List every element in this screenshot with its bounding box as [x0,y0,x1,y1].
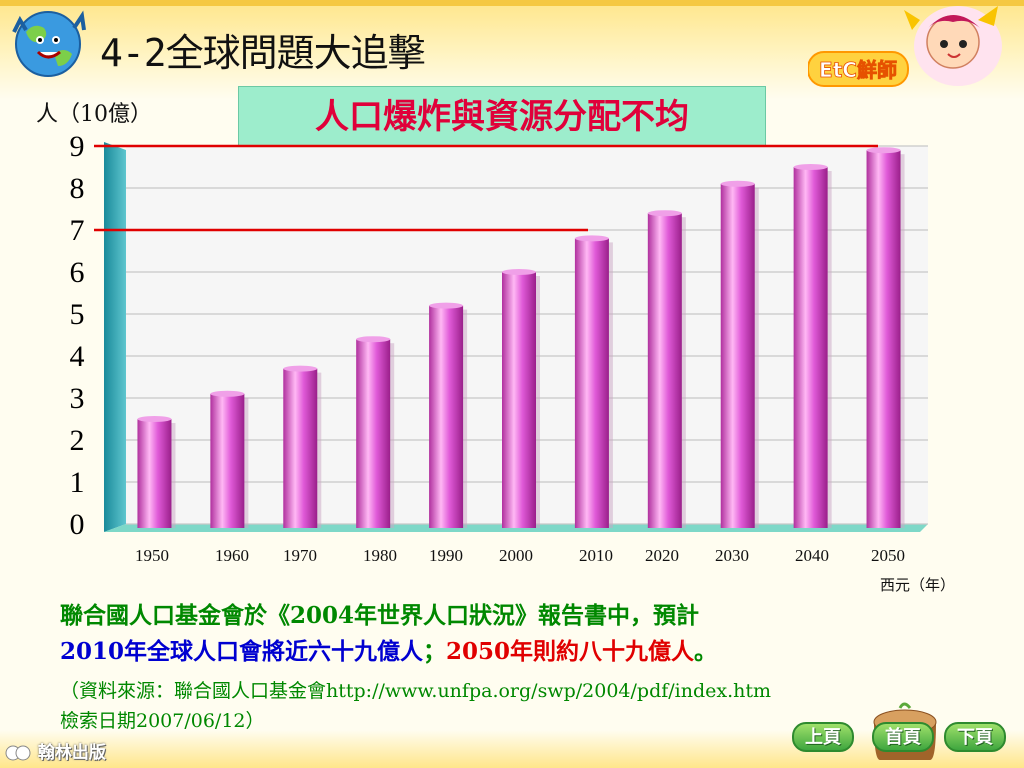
bar-body [647,213,682,528]
publisher-icon [5,745,31,761]
y-tick-label: 4 [69,340,85,373]
y-tick-label: 9 [69,130,85,163]
bar-body [866,150,901,528]
y-tick-label: 7 [69,214,85,247]
y-axis-label: 人（10億） [36,102,152,127]
bar-body [283,368,318,528]
source-line-2: 檢索日期2007/06/12） [60,710,265,732]
bar [502,269,540,528]
bar [574,235,613,528]
description-part-4: 2050年則約八十九億人 [446,638,695,665]
population-bar-chart [94,142,928,532]
prev-page-button[interactable]: 上頁 [792,722,854,752]
home-button[interactable]: 首頁 [872,722,934,752]
bar-body [429,305,464,528]
description-text: 聯合國人口基金會於《2004年世界人口狀況》報告書中，預計 2010年全球人口會… [60,598,990,670]
x-tick-label: 2020 [645,546,679,565]
bar-cap [356,336,391,343]
bar-body [137,419,172,528]
x-tick-label: 1960 [215,546,249,565]
description-part-5: 。 [694,638,718,665]
next-page-button[interactable]: 下頁 [944,722,1006,752]
y-tick-label: 1 [69,466,85,499]
description-part-3: ； [423,638,447,665]
bar-body [720,183,755,529]
publisher-logo: 翰林出版 [4,738,106,763]
source-line-1: （資料來源：聯合國人口基金會http://www.unfpa.org/swp/2… [60,680,772,702]
brand-mascot-logo: EtC鮮師 [808,6,1002,87]
bar [647,210,686,528]
x-tick-label: 1970 [283,546,317,565]
y-tick-label: 8 [69,172,85,205]
bar-cap [574,235,609,242]
header-stripe [0,0,1024,6]
page-title: 4-2全球問題大追擊 [100,31,426,75]
bar-cap [502,269,536,275]
bar-cap [283,365,318,372]
x-tick-label: 1950 [135,546,169,565]
bar-cap [137,416,172,422]
x-tick-label: 2050 [871,546,905,565]
globe-mascot-icon [12,10,86,77]
chart-side-wall [104,142,126,532]
description-part-2: 2010年全球人口會將近六十九億人 [60,638,424,665]
y-tick-label: 6 [69,256,85,289]
bar [356,336,395,528]
bar [429,302,468,528]
x-tick-label: 1990 [429,546,463,565]
bar-cap [720,180,755,187]
x-tick-label: 1980 [363,546,397,565]
publisher-name: 翰林出版 [37,743,106,763]
x-tick-label: 2030 [715,546,749,565]
bar-cap [429,302,464,309]
bar [793,164,832,528]
source-citation: （資料來源：聯合國人口基金會http://www.unfpa.org/swp/2… [60,676,990,736]
bar-cap [866,147,901,154]
chart-subtitle: 人口爆炸與資源分配不均 [238,86,766,148]
x-axis-label: 西元（年） [880,576,956,594]
x-tick-label: 2000 [499,546,533,565]
y-tick-label: 3 [69,382,85,415]
x-tick-label: 2010 [579,546,613,565]
description-part-1: 聯合國人口基金會於《2004年世界人口狀況》報告書中，預計 [60,602,700,629]
bar-cap [647,210,682,217]
brand-logo-text: EtC鮮師 [819,58,897,82]
bar [866,147,905,528]
bar [720,180,759,529]
bar-body [574,238,609,528]
bar [210,390,249,528]
bar-body [502,272,536,528]
x-tick-label: 2040 [795,546,829,565]
y-tick-label: 2 [69,424,85,457]
bar-body [210,393,245,528]
bar [283,365,322,528]
bar-cap [793,164,828,170]
bar-body [793,167,828,528]
bar-body [356,339,391,528]
bar [137,416,176,528]
y-tick-label: 5 [69,298,85,331]
y-tick-label: 0 [69,508,85,541]
bar-cap [210,390,245,397]
